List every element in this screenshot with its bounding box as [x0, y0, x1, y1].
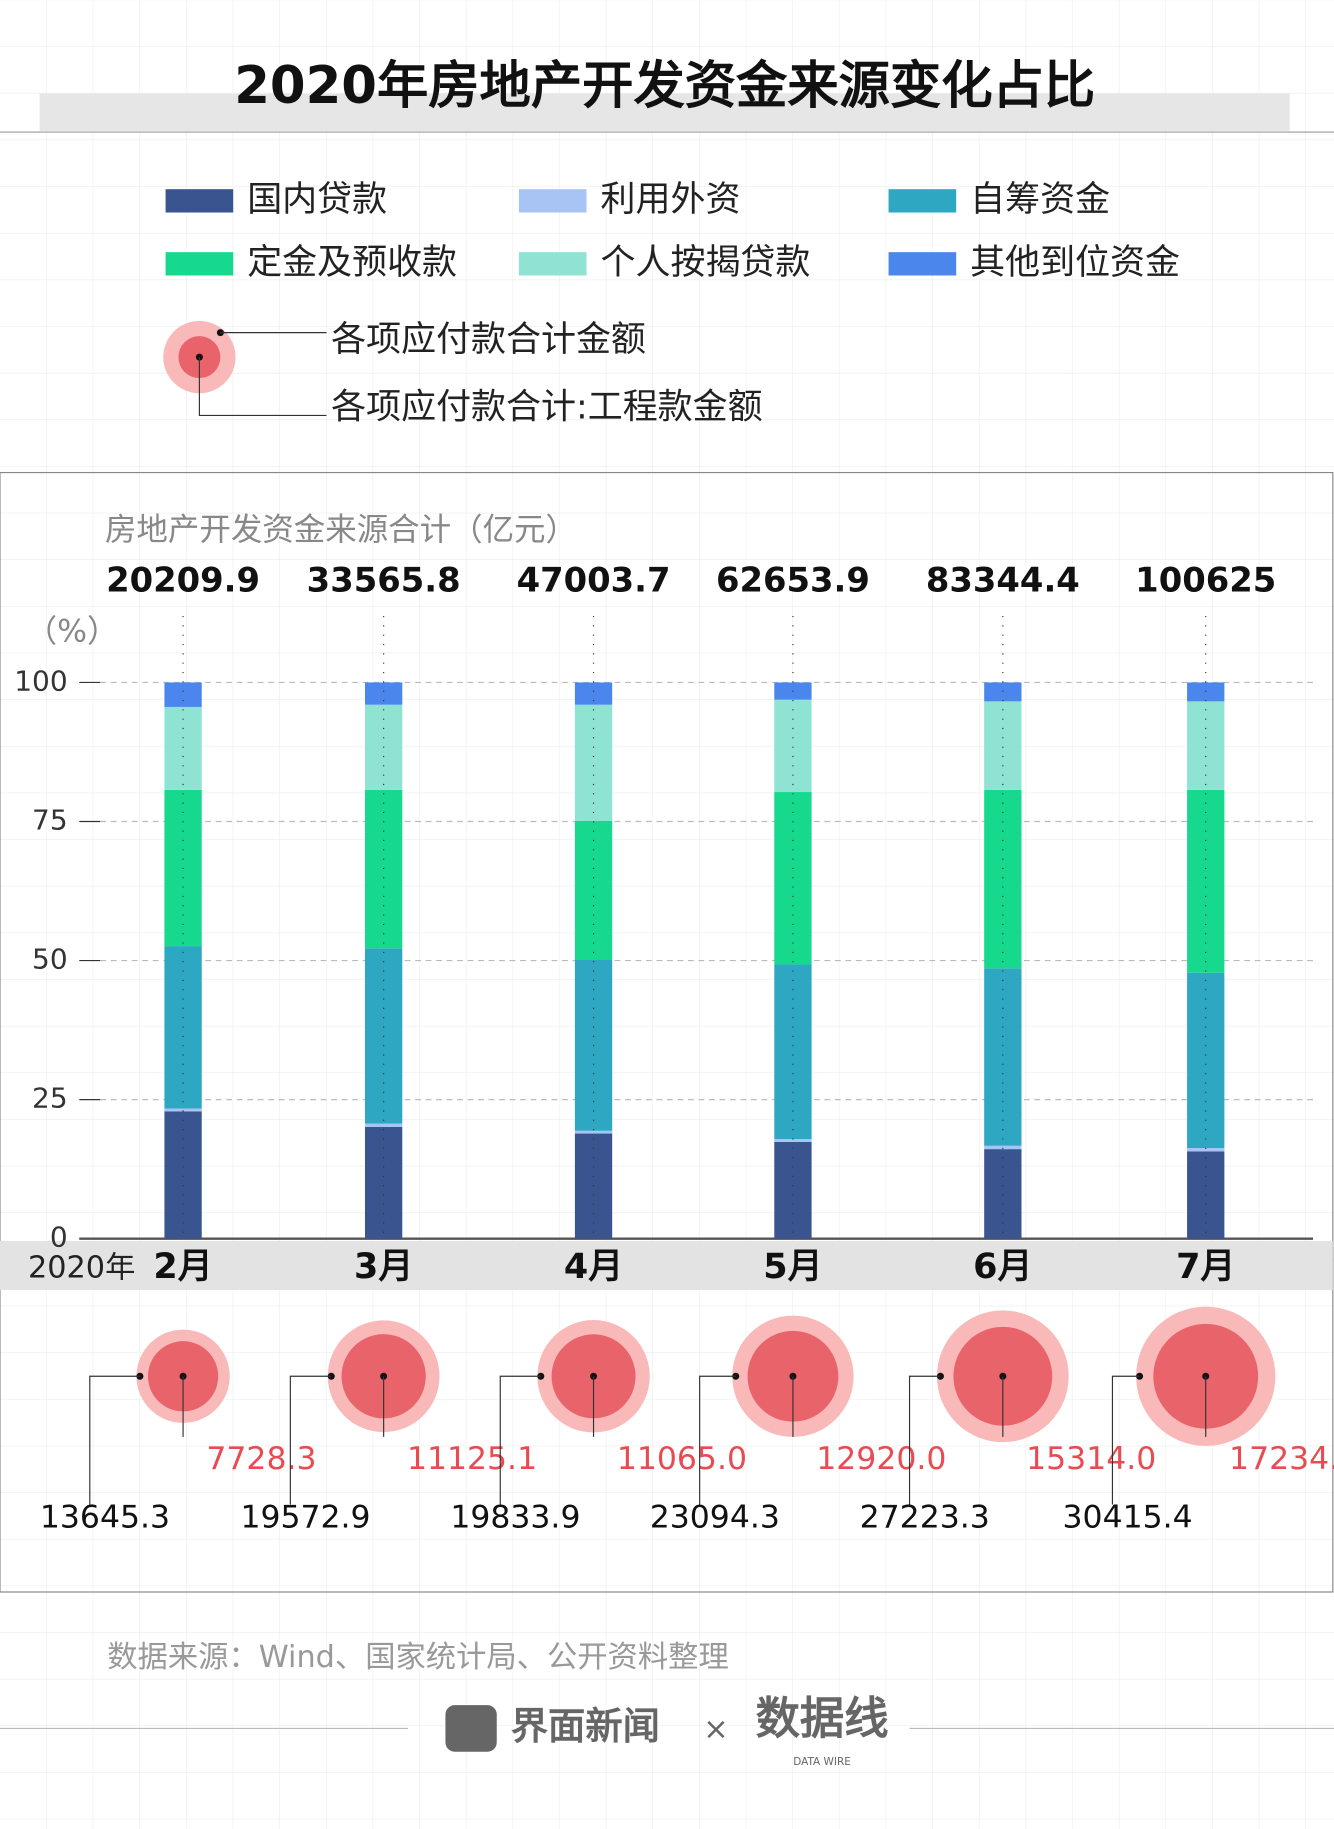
- bar-segment: [774, 1139, 812, 1142]
- bar-segment: [364, 1123, 403, 1127]
- bubble-label: 11065.0: [617, 1441, 747, 1477]
- legend-swatch: [518, 189, 587, 213]
- legend-label: 国内贷款: [247, 180, 387, 220]
- bubble-label: 23094.3: [650, 1500, 780, 1536]
- category-band: [0, 1241, 1333, 1290]
- bar-segment: [1187, 789, 1225, 973]
- total-label: 62653.9: [716, 561, 870, 600]
- bar-segment: [984, 1145, 1022, 1150]
- y-tick-label: 100: [14, 664, 67, 697]
- bar-segment: [364, 1126, 403, 1239]
- bar-segment: [364, 789, 403, 949]
- bubble-label: 19833.9: [450, 1500, 580, 1536]
- x-tick-label: 2月: [153, 1247, 212, 1287]
- bubble-label: 11125.1: [407, 1441, 537, 1477]
- legend-label: 定金及预收款: [247, 243, 457, 283]
- legend-label: 自筹资金: [970, 180, 1110, 220]
- bar-segment: [574, 1130, 613, 1134]
- subtitle: 房地产开发资金来源合计（亿元）: [105, 512, 577, 548]
- legend-label: 个人按揭贷款: [601, 243, 811, 283]
- bar-segment: [774, 1141, 812, 1239]
- y-tick-label: 0: [50, 1221, 68, 1254]
- legend-swatch: [888, 252, 957, 276]
- legend-swatch: [888, 189, 957, 213]
- total-label: 20209.9: [106, 561, 260, 600]
- y-label: （%）: [26, 613, 119, 649]
- legend-label: 各项应付款合计:工程款金额: [331, 387, 762, 427]
- bar-segment: [574, 820, 613, 961]
- bar-segment: [1187, 701, 1225, 790]
- logo2-sub: DATA WIRE: [793, 1756, 851, 1768]
- bubble-label: 15314.0: [1026, 1441, 1156, 1477]
- bar-segment: [774, 699, 812, 793]
- bar-segment: [774, 964, 812, 1140]
- legend-line: [198, 357, 327, 416]
- bubble-label: 19572.9: [240, 1500, 370, 1536]
- y-tick-label: 25: [32, 1082, 68, 1115]
- bar-segment: [574, 704, 613, 821]
- bubble-label: 13645.3: [40, 1500, 170, 1536]
- logo: 界面新闻: [511, 1704, 660, 1748]
- logo-icon: [445, 1705, 497, 1752]
- bubble-label: 17234.3: [1229, 1441, 1334, 1477]
- bar-segment: [1187, 972, 1225, 1149]
- x-tick-label: 3月: [354, 1247, 413, 1287]
- legend-label: 各项应付款合计金额: [331, 320, 646, 360]
- bar-segment: [984, 1149, 1022, 1239]
- bar-segment: [364, 682, 403, 705]
- x-prefix: 2020年: [28, 1250, 135, 1285]
- x-tick-label: 4月: [564, 1247, 623, 1287]
- bar-segment: [984, 968, 1022, 1146]
- bar-segment: [984, 682, 1022, 702]
- bubble-label: 30415.4: [1063, 1500, 1193, 1536]
- bar-segment: [574, 682, 613, 705]
- connector: [499, 1375, 541, 1505]
- total-label: 47003.7: [517, 561, 671, 600]
- bar-segment: [984, 789, 1022, 969]
- bar-segment: [164, 1108, 202, 1112]
- legend-label: 利用外资: [601, 180, 741, 220]
- bar-segment: [984, 701, 1022, 790]
- bubble-label: 27223.3: [860, 1500, 990, 1536]
- bar-segment: [164, 706, 202, 790]
- title-band: [39, 93, 1290, 131]
- chart-title: 2020年房地产开发资金来源变化占比: [234, 56, 1095, 116]
- total-label: 83344.4: [926, 561, 1080, 600]
- bar-segment: [1187, 682, 1225, 702]
- bubble-label: 12920.0: [816, 1441, 946, 1477]
- connector: [908, 1375, 941, 1505]
- legend-swatch: [165, 252, 234, 276]
- total-label: 33565.8: [307, 561, 461, 600]
- legend-swatch: [518, 252, 587, 276]
- connector: [289, 1375, 332, 1505]
- bubble-dot: [1136, 1372, 1144, 1380]
- legend-swatch: [165, 189, 234, 213]
- bubble-label: 7728.3: [206, 1441, 316, 1477]
- x-tick-label: 6月: [973, 1247, 1032, 1287]
- y-tick-label: 75: [32, 804, 68, 837]
- connector: [699, 1375, 736, 1505]
- connector: [1111, 1375, 1140, 1505]
- total-label: 100625: [1135, 561, 1276, 600]
- source: 数据来源：Wind、国家统计局、公开资料整理: [107, 1640, 728, 1675]
- y-tick-label: 50: [32, 943, 68, 976]
- x-tick-label: 7月: [1176, 1247, 1235, 1287]
- bar-segment: [1187, 1148, 1225, 1152]
- logo2: 数据线: [756, 1693, 889, 1744]
- connector: [89, 1375, 140, 1505]
- panel: [0, 471, 1334, 1593]
- legend-label: 其他到位资金: [970, 243, 1180, 283]
- times: ×: [703, 1712, 728, 1747]
- x-tick-label: 5月: [763, 1247, 822, 1287]
- bar-segment: [164, 682, 202, 707]
- bubble-dot: [327, 1372, 335, 1380]
- bar-segment: [164, 1111, 202, 1239]
